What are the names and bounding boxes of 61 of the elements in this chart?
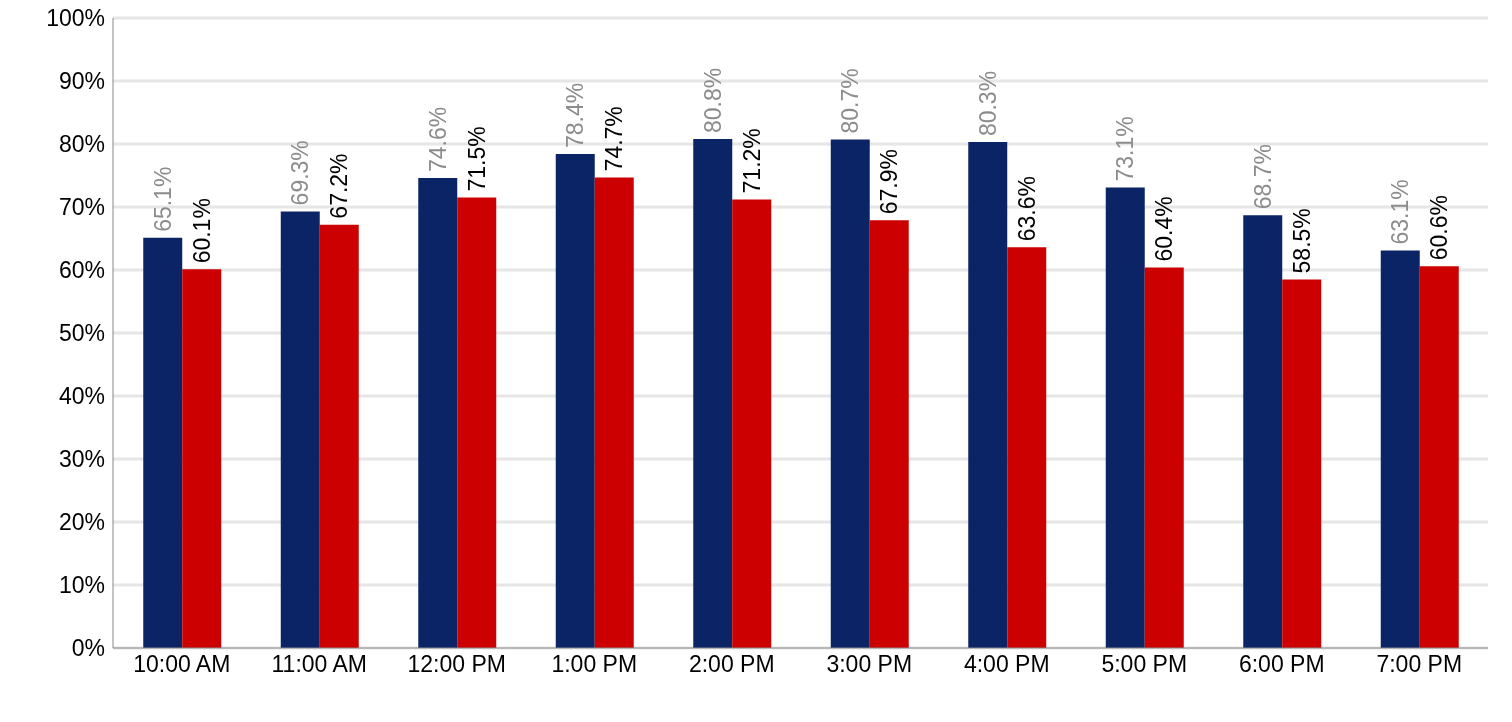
bar xyxy=(732,199,772,648)
bar xyxy=(968,142,1008,648)
bar xyxy=(319,224,359,648)
x-tick-label: 12:00 PM xyxy=(407,651,506,678)
y-tick-label: 0% xyxy=(71,635,105,662)
bar xyxy=(1380,250,1420,648)
data-label: 68.7% xyxy=(1249,143,1276,210)
data-label: 65.1% xyxy=(149,166,176,232)
bar xyxy=(869,220,909,648)
y-tick-label: 90% xyxy=(58,68,105,95)
bar xyxy=(143,237,183,648)
data-label: 67.2% xyxy=(326,153,353,219)
y-tick-label: 40% xyxy=(58,383,105,410)
bar xyxy=(280,211,320,648)
bar xyxy=(1243,215,1283,648)
data-label: 63.6% xyxy=(1013,176,1040,242)
data-label: 63.1% xyxy=(1387,179,1414,245)
y-tick-label: 10% xyxy=(58,572,105,599)
y-tick-label: 20% xyxy=(58,509,105,536)
data-label: 80.8% xyxy=(699,67,726,133)
y-tick-label: 100% xyxy=(46,5,105,32)
data-label: 80.7% xyxy=(837,68,864,134)
x-tick-label: 7:00 PM xyxy=(1376,651,1463,678)
data-label: 74.7% xyxy=(601,106,628,172)
y-tick-label: 30% xyxy=(58,446,105,473)
bar xyxy=(693,138,733,648)
data-label: 71.2% xyxy=(738,128,765,194)
data-label: 67.9% xyxy=(876,149,903,215)
bar xyxy=(555,154,595,648)
bar xyxy=(1105,187,1145,648)
bar xyxy=(182,269,222,648)
x-tick-label: 5:00 PM xyxy=(1101,651,1188,678)
x-tick-label: 2:00 PM xyxy=(688,651,775,678)
bar xyxy=(1282,279,1322,648)
x-tick-label: 10:00 AM xyxy=(133,651,231,678)
data-label: 71.5% xyxy=(463,126,490,192)
data-label: 74.6% xyxy=(424,106,451,173)
y-tick-label: 70% xyxy=(58,194,105,221)
data-label: 60.6% xyxy=(1426,195,1453,261)
x-tick-label: 6:00 PM xyxy=(1238,651,1325,678)
bar xyxy=(1419,266,1459,648)
x-tick-label: 1:00 PM xyxy=(551,651,638,678)
y-tick-label: 50% xyxy=(58,320,105,347)
bar xyxy=(418,178,458,648)
y-tick-label: 80% xyxy=(58,131,105,158)
data-label: 69.3% xyxy=(287,140,314,206)
data-label: 60.4% xyxy=(1151,196,1178,262)
bar xyxy=(1007,247,1047,648)
bar xyxy=(457,197,497,648)
data-label: 58.5% xyxy=(1288,208,1315,274)
data-label: 73.1% xyxy=(1112,116,1139,182)
x-tick-label: 3:00 PM xyxy=(826,651,913,678)
x-tick-label: 11:00 AM xyxy=(271,651,367,678)
data-label: 60.1% xyxy=(188,198,215,264)
bar xyxy=(830,139,870,648)
bar xyxy=(594,177,634,648)
data-label: 80.3% xyxy=(974,70,1001,137)
bar xyxy=(1144,267,1184,648)
x-tick-label: 4:00 PM xyxy=(963,651,1050,678)
data-label: 78.4% xyxy=(562,82,589,149)
y-tick-label: 60% xyxy=(58,257,105,284)
